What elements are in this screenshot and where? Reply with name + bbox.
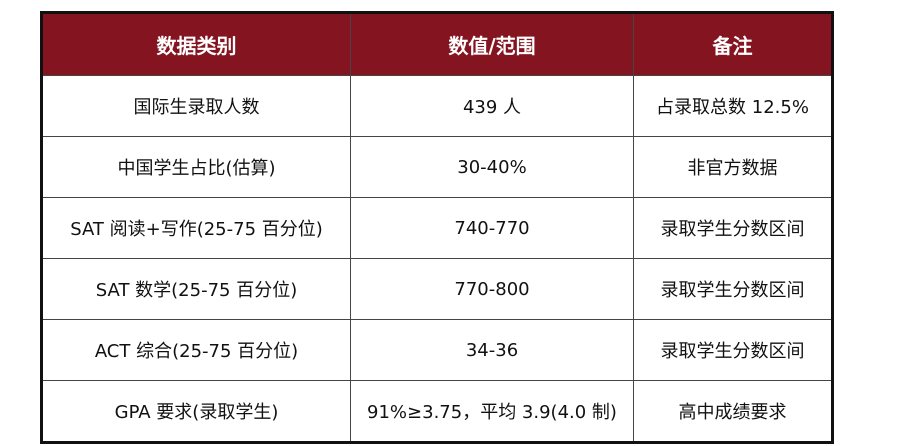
cell-category: 中国学生占比(估算) <box>41 136 351 198</box>
cell-note: 录取学生分数区间 <box>633 258 833 320</box>
table-row: 国际生录取人数 439 人占录取总数 12.5% <box>41 75 833 137</box>
table-row: SAT 数学(25-75 百分位) 770-800 录取学生分数区间 <box>41 258 833 320</box>
table-row: SAT 阅读+写作(25-75 百分位) 740-770 录取学生分数区间 <box>41 197 833 259</box>
header-note: 备注 <box>633 12 833 76</box>
cell-category: GPA 要求(录取学生) <box>41 380 351 443</box>
cell-note: 录取学生分数区间 <box>633 197 833 259</box>
header-category: 数据类别 <box>41 12 351 76</box>
cell-category: SAT 阅读+写作(25-75 百分位) <box>41 197 351 259</box>
cell-note: 非官方数据 <box>633 136 833 198</box>
cell-note: 高中成绩要求 <box>633 380 833 443</box>
cell-value: 91%≥3.75，平均 3.9(4.0 制) <box>350 380 634 443</box>
table-row: GPA 要求(录取学生) 91%≥3.75，平均 3.9(4.0 制) 高中成绩要求 <box>41 380 833 443</box>
table-row: ACT 综合(25-75 百分位) 34-36 录取学生分数区间 <box>41 319 833 381</box>
header-value: 数值/范围 <box>350 12 634 76</box>
cell-category: 国际生录取人数 <box>41 75 351 137</box>
cell-value: 740-770 <box>350 197 634 259</box>
cell-value: 34-36 <box>350 319 634 381</box>
cell-value: 30-40% <box>350 136 634 198</box>
table-row: 中国学生占比(估算) 30-40% 非官方数据 <box>41 136 833 198</box>
cell-value: 439 人 <box>350 75 634 137</box>
cell-category: SAT 数学(25-75 百分位) <box>41 258 351 320</box>
cell-note: 占录取总数 12.5% <box>633 75 833 137</box>
data-table: 数据类别 数值/范围 备注 国际生录取人数 439 人占录取总数 12.5% 中国学… <box>40 11 834 444</box>
cell-category: ACT 综合(25-75 百分位) <box>41 319 351 381</box>
header-row: 数据类别 数值/范围 备注 <box>41 12 833 76</box>
cell-note: 录取学生分数区间 <box>633 319 833 381</box>
cell-value: 770-800 <box>350 258 634 320</box>
